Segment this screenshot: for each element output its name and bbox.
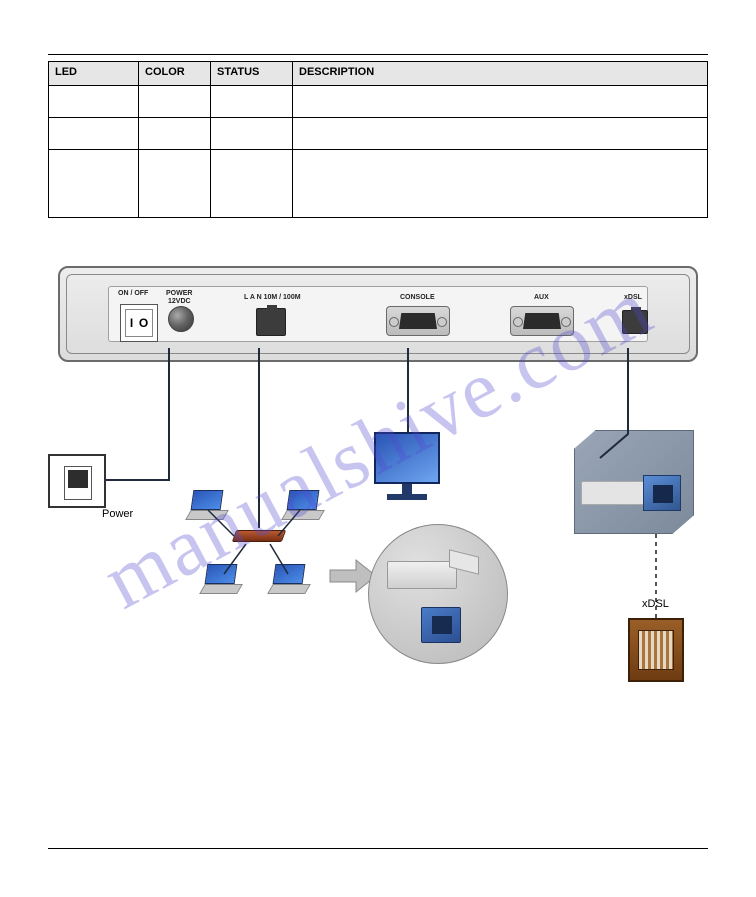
table-row [49,86,708,118]
cell [139,118,211,150]
table-row [49,118,708,150]
cell [293,118,708,150]
cell [293,150,708,218]
footer-rule [48,848,708,849]
cell [139,150,211,218]
cell [139,86,211,118]
cell [49,118,139,150]
wire-layer [48,256,708,726]
th-desc: DESCRIPTION [293,62,708,86]
cell [211,118,293,150]
page: LED COLOR STATUS DESCRIPTION [0,0,756,726]
connections-diagram: ON / OFF I O POWER 12VDC L A N 10M / 100… [48,256,708,726]
led-table: LED COLOR STATUS DESCRIPTION [48,61,708,218]
th-led: LED [49,62,139,86]
cell [211,86,293,118]
cell [293,86,708,118]
th-status: STATUS [211,62,293,86]
cell [211,150,293,218]
th-color: COLOR [139,62,211,86]
header-rule [48,54,708,55]
table-row [49,150,708,218]
cell [49,150,139,218]
cell [49,86,139,118]
table-header-row: LED COLOR STATUS DESCRIPTION [49,62,708,86]
